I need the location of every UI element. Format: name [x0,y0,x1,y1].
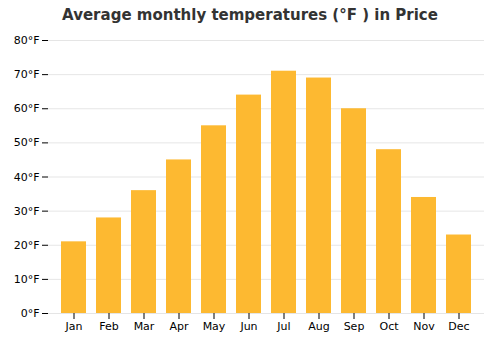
svg-text:Sep: Sep [344,320,365,333]
svg-text:Apr: Apr [169,320,189,333]
svg-text:20°F: 20°F [14,239,40,252]
svg-text:Feb: Feb [99,320,118,333]
svg-text:30°F: 30°F [14,205,40,218]
svg-text:Jul: Jul [276,320,290,333]
svg-text:60°F: 60°F [14,102,40,115]
svg-text:40°F: 40°F [14,171,40,184]
svg-text:70°F: 70°F [14,68,40,81]
svg-text:0°F: 0°F [21,307,40,320]
svg-text:Mar: Mar [134,320,155,333]
svg-text:Jan: Jan [65,320,83,333]
html-text:Average monthly temperatures (: Average monthly temperatures (°F ) in Pr… [62,6,438,24]
svg-text:Dec: Dec [448,320,469,333]
svg-text:Jun: Jun [239,320,257,333]
svg-text:Nov: Nov [413,320,435,333]
svg-text:May: May [203,320,226,333]
svg-text:80°F: 80°F [14,34,40,47]
svg-text:Oct: Oct [379,320,399,333]
svg-text:Aug: Aug [308,320,329,333]
svg-text:50°F: 50°F [14,136,40,149]
svg-text:10°F: 10°F [14,273,40,286]
